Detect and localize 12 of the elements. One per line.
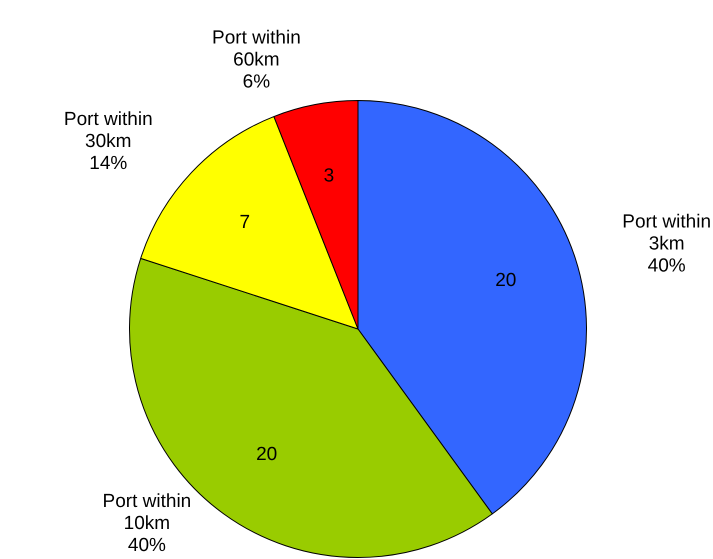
text: 14% [89, 153, 128, 174]
text: 6% [242, 72, 270, 93]
data-label: 3 [324, 166, 334, 187]
data-label: 20 [495, 270, 516, 292]
slice-label: Port within 60km [212, 28, 301, 71]
text: 40% [648, 256, 686, 277]
slice-label: Port within 30km [64, 109, 153, 152]
slice-label: Port within 10km [102, 491, 192, 534]
data-label: 7 [239, 212, 250, 233]
slice-label: Port within 3km [622, 212, 711, 255]
text: 40% [128, 535, 166, 556]
data-label: 20 [256, 444, 278, 465]
